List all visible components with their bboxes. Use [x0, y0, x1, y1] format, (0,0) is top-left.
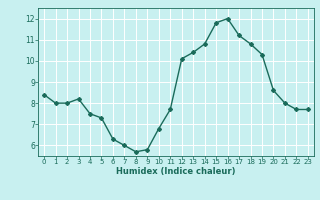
X-axis label: Humidex (Indice chaleur): Humidex (Indice chaleur) [116, 167, 236, 176]
